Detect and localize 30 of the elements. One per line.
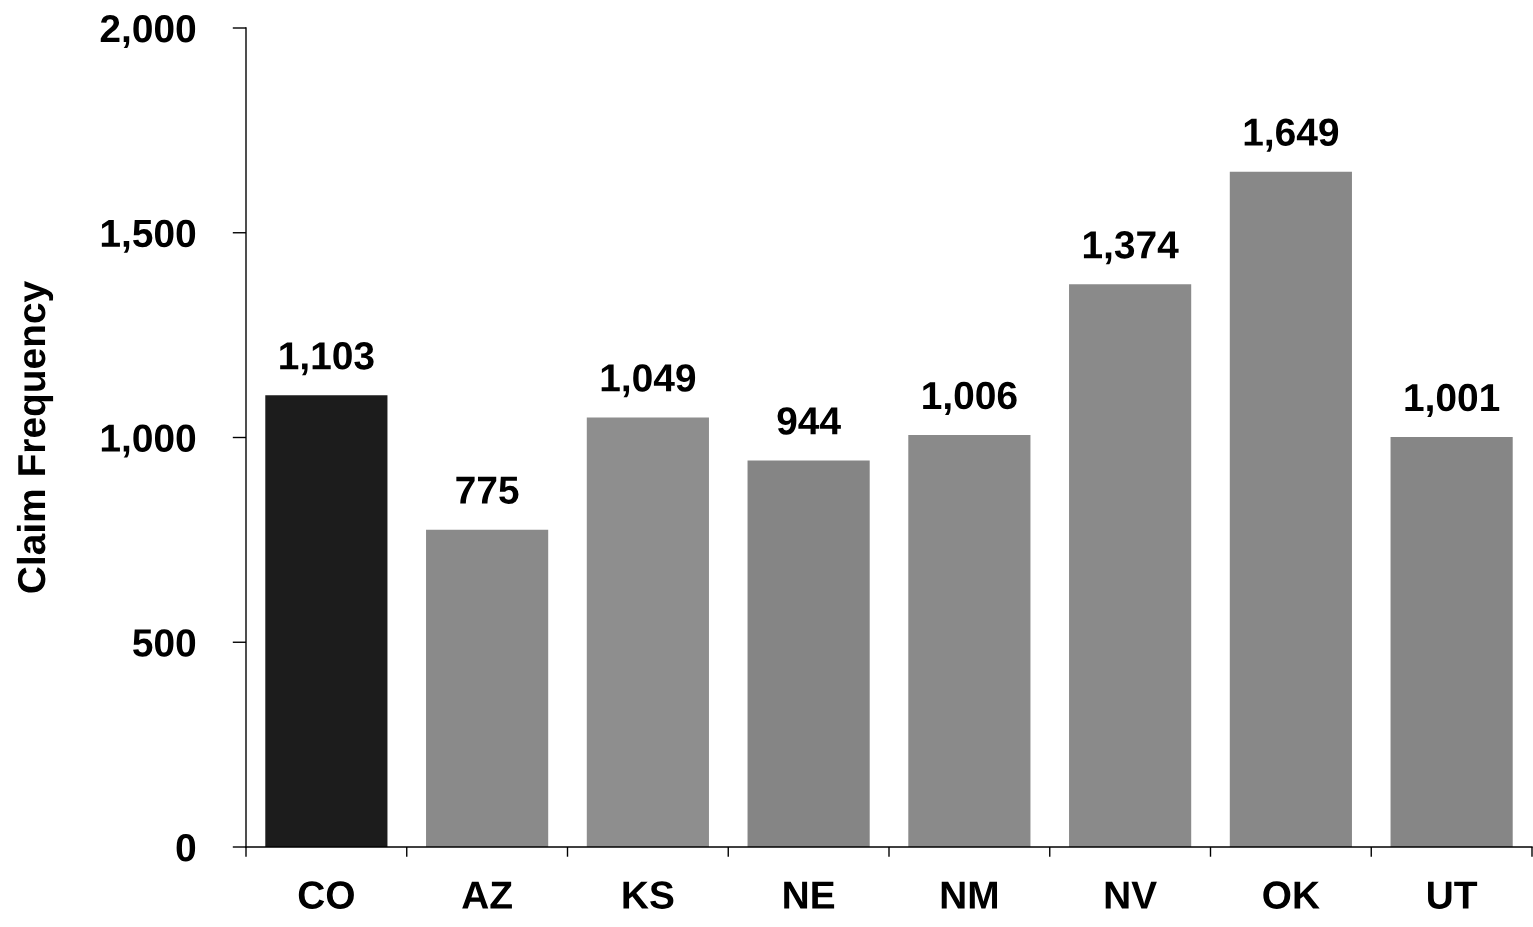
data-label: 1,649 xyxy=(1244,118,1339,152)
x-tick-label: NV xyxy=(1105,881,1157,909)
y-axis-title: Claim Frequency xyxy=(16,281,54,593)
bar xyxy=(1069,284,1192,847)
data-label: 1,374 xyxy=(1083,231,1179,265)
data-label: 1,049 xyxy=(601,364,696,398)
y-tick-label: 500 xyxy=(133,629,196,657)
x-tick-label: AZ xyxy=(462,881,512,909)
bar xyxy=(586,417,709,847)
data-label: 775 xyxy=(456,476,519,504)
bar xyxy=(908,435,1031,847)
bar xyxy=(1229,171,1352,847)
bar xyxy=(265,395,388,847)
data-label: 944 xyxy=(777,407,841,435)
x-tick-label: NE xyxy=(784,881,835,909)
x-tick-label: OK xyxy=(1263,881,1320,909)
data-label: 1,103 xyxy=(280,342,374,376)
bar xyxy=(426,529,549,847)
x-tick-label: NM xyxy=(941,881,998,909)
x-tick-label: CO xyxy=(298,881,354,909)
y-tick-label: 2,000 xyxy=(100,14,196,49)
y-tick-label: 1,000 xyxy=(101,424,196,458)
data-label: 1,001 xyxy=(1405,383,1500,417)
data-label: 1,006 xyxy=(923,381,1017,415)
bar xyxy=(747,460,870,847)
x-tick-label: KS xyxy=(623,881,674,909)
y-tick-label: 1,500 xyxy=(101,219,196,253)
x-tick-label: UT xyxy=(1428,881,1478,909)
bar xyxy=(1390,437,1513,847)
y-tick-label: 0 xyxy=(176,833,196,862)
